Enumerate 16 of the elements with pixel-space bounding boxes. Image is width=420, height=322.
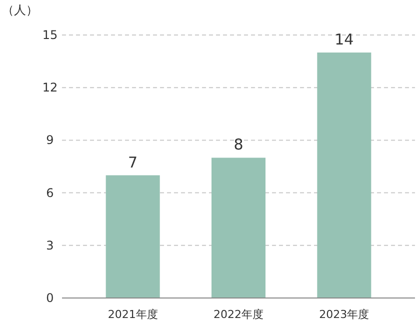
y-tick-label: 12 — [42, 80, 58, 95]
y-axis-title: （人） — [2, 3, 38, 17]
data-label: 14 — [334, 30, 354, 49]
y-tick-label: 9 — [46, 133, 54, 148]
data-label: 7 — [128, 153, 138, 172]
bar — [317, 52, 372, 298]
y-tick-label: 3 — [46, 238, 54, 252]
y-tick-label: 15 — [42, 28, 58, 42]
data-label: 8 — [234, 136, 244, 154]
x-tick-label: 2023年度 — [319, 308, 370, 321]
x-tick-label: 2022年度 — [214, 308, 264, 321]
bar — [106, 175, 160, 298]
x-tick-label: 2021年度 — [108, 308, 158, 321]
bar — [212, 158, 266, 298]
y-tick-label: 6 — [46, 186, 54, 200]
y-tick-label: 0 — [46, 291, 54, 305]
